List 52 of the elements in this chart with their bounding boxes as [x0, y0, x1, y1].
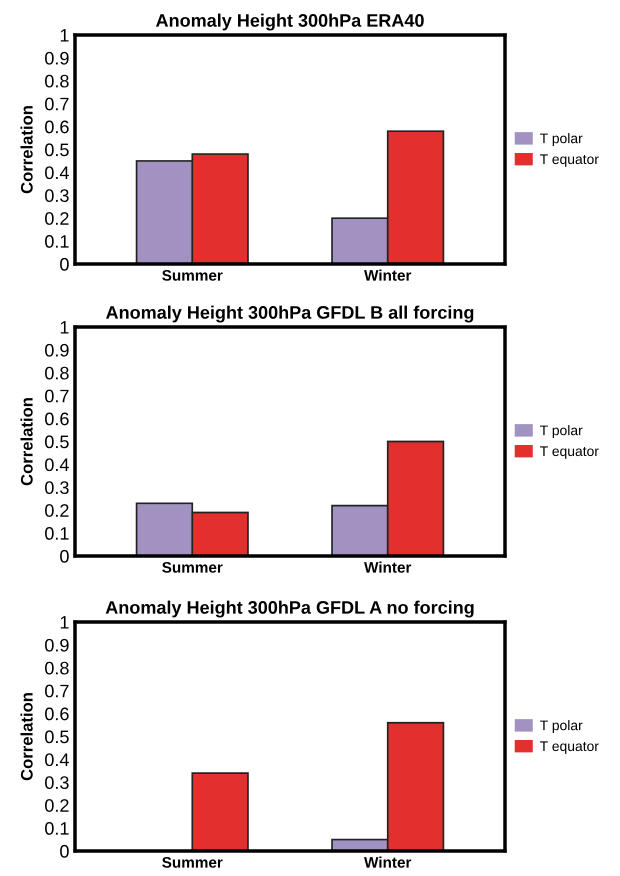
chart-title: Anomaly Height 300hPa ERA40 — [156, 14, 424, 30]
x-tick-label: Winter — [364, 562, 412, 573]
y-tick-label: 0 — [60, 258, 69, 271]
y-tick-label: 0.4 — [45, 753, 69, 766]
y-tick-label: 0.7 — [45, 98, 69, 110]
y-axis-title: Correlation — [20, 693, 33, 780]
x-tick-label: Winter — [364, 856, 412, 868]
y-tick-label: 0.6 — [45, 120, 69, 134]
y-tick-label: 0.5 — [45, 143, 69, 156]
x-tick-label: Summer — [162, 270, 223, 281]
y-tick-label: 0.1 — [45, 527, 69, 540]
y-axis-title: Correlation — [20, 106, 33, 194]
x-tick-label: Winter — [364, 270, 412, 281]
y-tick-label: 0.1 — [45, 822, 69, 835]
y-tick-label: 0.9 — [45, 52, 69, 65]
y-tick-label: 0.5 — [45, 730, 69, 744]
y-tick-label: 0.8 — [45, 74, 69, 88]
y-tick-label: 0.7 — [45, 684, 69, 698]
legend-label: T polar — [540, 133, 582, 146]
y-tick-label: 1 — [60, 616, 69, 629]
y-tick-label: 0.8 — [45, 366, 69, 380]
legend-label: T equator — [540, 154, 599, 167]
y-tick-label: 0.6 — [45, 708, 69, 720]
bar — [191, 772, 249, 851]
y-tick-label: 0.2 — [45, 799, 69, 812]
chart-title: Anomaly Height 300hPa GFDL A no forcing — [106, 600, 474, 618]
y-tick-label: 1 — [60, 321, 69, 334]
y-tick-label: 0.2 — [45, 212, 69, 225]
legend-label: T polar — [540, 425, 582, 438]
y-tick-label: 0.5 — [45, 435, 69, 448]
y-tick-label: 0.3 — [45, 481, 69, 494]
legend-label: T equator — [540, 741, 599, 754]
y-tick-label: 0.4 — [45, 458, 69, 472]
y-tick-label: 1 — [60, 29, 69, 42]
x-tick-label: Summer — [162, 562, 223, 573]
y-tick-label: 0.1 — [45, 235, 69, 248]
y-tick-label: 0.8 — [45, 662, 69, 675]
y-tick-label: 0 — [60, 844, 69, 858]
y-tick-label: 0.2 — [45, 504, 69, 517]
y-tick-label: 0.9 — [45, 344, 69, 357]
legend-label: T equator — [540, 446, 599, 459]
y-tick-label: 0.7 — [45, 390, 69, 402]
y-tick-label: 0.9 — [45, 638, 69, 652]
y-tick-label: 0 — [60, 550, 69, 563]
x-tick-label: Summer — [162, 856, 223, 868]
legend-label: T polar — [540, 720, 582, 734]
y-tick-label: 0.4 — [45, 166, 69, 180]
y-tick-label: 0.3 — [45, 189, 69, 202]
y-tick-label: 0.3 — [45, 776, 69, 790]
y-axis-title: Correlation — [20, 398, 33, 486]
chart-title: Anomaly Height 300hPa GFDL B all forcing — [106, 306, 474, 322]
y-tick-label: 0.6 — [45, 412, 69, 426]
